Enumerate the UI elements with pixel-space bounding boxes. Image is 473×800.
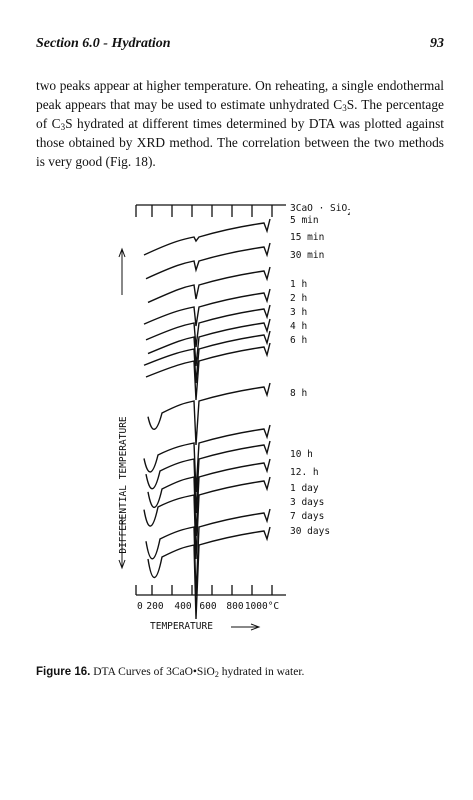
dta-curve — [143, 476, 271, 560]
x-tick-label: 200 — [146, 601, 163, 612]
curve-label: 7 days — [290, 511, 324, 522]
x-tick-label: 800 — [226, 601, 243, 612]
dta-curve — [147, 318, 271, 367]
x-tick-label: 1000°C — [245, 601, 279, 612]
dta-curve — [143, 330, 271, 384]
dta-curve — [143, 218, 271, 256]
curve-label: 1 h — [290, 279, 307, 290]
body-text-2: S. The percentage of C — [36, 97, 444, 131]
page-number: 93 — [430, 36, 444, 51]
body-subscript-1: 3 — [342, 103, 347, 113]
running-header: Section 6.0 - Hydration 93 — [36, 36, 444, 54]
curve-label: 5 min — [290, 215, 319, 226]
x-tick-label: 0 — [137, 601, 143, 612]
body-text-1: two peaks appear at higher temperature. … — [36, 78, 444, 112]
dta-curve — [147, 526, 271, 620]
dta-curve — [147, 266, 271, 304]
body-subscript-2: 3 — [60, 122, 66, 132]
curve-label: 30 days — [290, 526, 330, 537]
dta-curve — [145, 440, 271, 514]
curve-label: 2 h — [290, 293, 307, 304]
caption-text-a: DTA Curves of 3CaO•SiO — [90, 666, 215, 678]
curve-label: 3CaO · SiO2 — [290, 203, 350, 217]
body-text-3: S hydrated at different times determined… — [36, 116, 445, 169]
curve-label-subscript: 2 — [347, 208, 350, 217]
caption-text-b: hydrated in water. — [218, 666, 305, 678]
curve-label: 1 day — [290, 483, 319, 494]
curve-label: 30 min — [290, 250, 324, 261]
dta-curve — [145, 304, 271, 348]
dta-curves — [143, 218, 271, 620]
section-title: Section 6.0 - Hydration — [36, 36, 171, 51]
curve-label: 3 h — [290, 307, 307, 318]
x-axis-label: TEMPERATURE — [150, 621, 213, 632]
curve-label: 6 h — [290, 335, 307, 346]
y-axis-arrow-up — [118, 247, 126, 295]
dta-curve — [145, 342, 271, 401]
curve-label: 4 h — [290, 321, 307, 332]
dta-curve — [147, 382, 271, 446]
x-tick-label: 600 — [199, 601, 216, 612]
curve-label: 15 min — [290, 232, 324, 243]
curve-label: 12. h — [290, 467, 319, 478]
dta-plot: DIFFERENTIAL TEMPERATURE 0 200 400 600 800 10… — [118, 203, 350, 632]
dta-curve — [147, 458, 271, 537]
plot-frame — [135, 204, 286, 596]
caption-label: Figure 16. — [36, 666, 91, 678]
curve-label: 10 h — [290, 449, 313, 460]
curve-label: 8 h — [290, 388, 307, 399]
dta-curve — [145, 242, 271, 280]
dta-curve — [145, 508, 271, 597]
x-axis: 0 200 400 600 800 1000°C — [137, 601, 279, 612]
dta-curve — [143, 288, 271, 327]
y-axis-arrow-down — [118, 515, 126, 570]
body-paragraph: two peaks appear at higher temperature. … — [36, 76, 444, 171]
x-tick-label: 400 — [174, 601, 191, 612]
x-axis-arrow — [231, 623, 261, 631]
curve-label: 3 days — [290, 497, 324, 508]
caption-subscript: 2 — [214, 670, 219, 679]
figure-caption: Figure 16. DTA Curves of 3CaO•SiO2 hydra… — [36, 666, 444, 679]
y-axis-label: DIFFERENTIAL TEMPERATURE — [118, 416, 129, 554]
dta-curve — [143, 424, 271, 493]
dta-figure: DIFFERENTIAL TEMPERATURE 0 200 400 600 800 10… — [110, 195, 350, 645]
